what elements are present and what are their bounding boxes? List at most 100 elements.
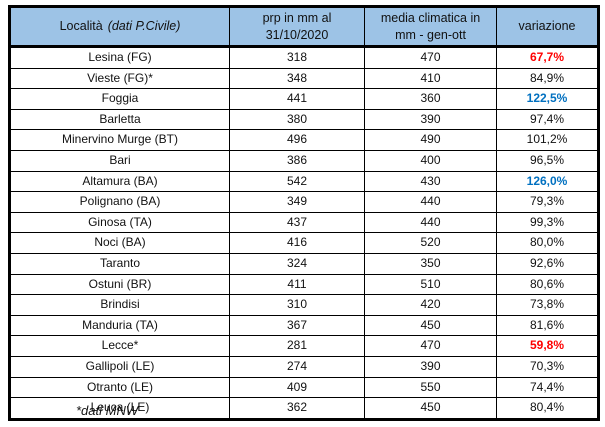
cell-localita: Manduria (TA) xyxy=(9,314,230,337)
cell-media: 390 xyxy=(364,355,497,378)
cell-localita: Foggia xyxy=(9,88,230,110)
cell-variazione: 81,6% xyxy=(496,314,599,337)
cell-variazione: 122,5% xyxy=(496,88,599,110)
cell-media: 520 xyxy=(364,232,497,254)
table-row: Foggia 441 360 122,5% xyxy=(9,88,599,110)
cell-prp: 362 xyxy=(229,397,365,420)
cell-prp: 411 xyxy=(229,273,365,296)
header-row: Località (dati P.Civile) prp in mm al 31/1… xyxy=(9,6,599,48)
header-prp: prp in mm al 31/10/2020 xyxy=(229,6,365,48)
table-row: Manduria (TA) 367 450 81,6% xyxy=(9,314,599,337)
cell-localita: Barletta xyxy=(9,108,230,131)
cell-media: 350 xyxy=(364,252,497,275)
cell-media: 450 xyxy=(364,314,497,337)
table-row: Taranto 324 350 92,6% xyxy=(9,252,599,275)
cell-media: 550 xyxy=(364,376,497,399)
cell-prp: 416 xyxy=(229,232,365,254)
cell-media: 390 xyxy=(364,108,497,131)
cell-prp: 380 xyxy=(229,108,365,131)
header-variazione: variazione xyxy=(496,6,599,48)
cell-localita: Lesina (FG) xyxy=(9,46,230,69)
table-row: Polignano (BA) 349 440 79,3% xyxy=(9,191,599,213)
cell-localita: Vieste (FG)* xyxy=(9,67,230,90)
table-row: Lesina (FG) 318 470 67,7% xyxy=(9,46,599,69)
cell-variazione: 99,3% xyxy=(496,211,599,234)
cell-prp: 318 xyxy=(229,46,365,69)
cell-variazione: 79,3% xyxy=(496,191,599,213)
table-row: Noci (BA) 416 520 80,0% xyxy=(9,232,599,254)
table-header: Località (dati P.Civile) prp in mm al 31/1… xyxy=(9,6,599,48)
cell-variazione: 74,4% xyxy=(496,376,599,399)
table-row: Brindisi 310 420 73,8% xyxy=(9,294,599,316)
cell-variazione: 80,0% xyxy=(496,232,599,254)
table-row: Vieste (FG)* 348 410 84,9% xyxy=(9,67,599,90)
table-row: Altamura (BA) 542 430 126,0% xyxy=(9,170,599,193)
cell-prp: 310 xyxy=(229,294,365,316)
cell-variazione: 73,8% xyxy=(496,294,599,316)
cell-variazione: 97,4% xyxy=(496,108,599,131)
header-prp-line2: 31/10/2020 xyxy=(265,27,329,42)
cell-prp: 437 xyxy=(229,211,365,234)
cell-media: 430 xyxy=(364,170,497,193)
table-row: Ostuni (BR) 411 510 80,6% xyxy=(9,273,599,296)
table-row: Barletta 380 390 97,4% xyxy=(9,108,599,131)
cell-localita: Otranto (LE) xyxy=(9,376,230,399)
cell-variazione: 96,5% xyxy=(496,149,599,172)
cell-media: 450 xyxy=(364,397,497,420)
table-row: Minervino Murge (BT) 496 490 101,2% xyxy=(9,129,599,151)
cell-media: 410 xyxy=(364,67,497,90)
header-media: media climatica in mm - gen-ott xyxy=(364,6,497,48)
cell-localita: Bari xyxy=(9,149,230,172)
cell-media: 510 xyxy=(364,273,497,296)
header-prp-line1: prp in mm al xyxy=(262,10,332,25)
cell-localita: Polignano (BA) xyxy=(9,191,230,213)
cell-prp: 496 xyxy=(229,129,365,151)
cell-variazione: 126,0% xyxy=(496,170,599,193)
cell-localita: Gallipoli (LE) xyxy=(9,355,230,378)
cell-media: 440 xyxy=(364,211,497,234)
cell-variazione: 101,2% xyxy=(496,129,599,151)
cell-prp: 349 xyxy=(229,191,365,213)
cell-prp: 324 xyxy=(229,252,365,275)
cell-media: 470 xyxy=(364,335,497,357)
table-body: Lesina (FG) 318 470 67,7% Vieste (FG)* 3… xyxy=(9,46,599,420)
cell-localita: Noci (BA) xyxy=(9,232,230,254)
cell-localita: Leuca (LE) xyxy=(9,397,230,420)
cell-prp: 367 xyxy=(229,314,365,337)
footnote: *dati MNW xyxy=(76,403,139,418)
cell-media: 400 xyxy=(364,149,497,172)
cell-variazione: 80,4% xyxy=(496,397,599,420)
cell-localita: Taranto xyxy=(9,252,230,275)
cell-variazione: 59,8% xyxy=(496,335,599,357)
cell-variazione: 67,7% xyxy=(496,46,599,69)
cell-localita: Lecce* xyxy=(9,335,230,357)
cell-prp: 441 xyxy=(229,88,365,110)
cell-media: 440 xyxy=(364,191,497,213)
cell-media: 490 xyxy=(364,129,497,151)
cell-localita: Altamura (BA) xyxy=(9,170,230,193)
cell-prp: 281 xyxy=(229,335,365,357)
header-localita: Località (dati P.Civile) xyxy=(9,6,230,48)
cell-prp: 386 xyxy=(229,149,365,172)
cell-localita: Ginosa (TA) xyxy=(9,211,230,234)
cell-media: 420 xyxy=(364,294,497,316)
cell-prp: 409 xyxy=(229,376,365,399)
cell-prp: 348 xyxy=(229,67,365,90)
table-row: Ginosa (TA) 437 440 99,3% xyxy=(9,211,599,234)
header-localita-label: Località xyxy=(59,19,103,34)
cell-localita: Minervino Murge (BT) xyxy=(9,129,230,151)
cell-media: 470 xyxy=(364,46,497,69)
table-row: Otranto (LE) 409 550 74,4% xyxy=(9,376,599,399)
cell-localita: Brindisi xyxy=(9,294,230,316)
cell-variazione: 70,3% xyxy=(496,355,599,378)
header-localita-note: (dati P.Civile) xyxy=(107,19,181,34)
cell-prp: 274 xyxy=(229,355,365,378)
header-media-line1: media climatica in xyxy=(380,10,481,25)
table-row: Lecce* 281 470 59,8% xyxy=(9,335,599,357)
cell-media: 360 xyxy=(364,88,497,110)
cell-prp: 542 xyxy=(229,170,365,193)
cell-variazione: 84,9% xyxy=(496,67,599,90)
cell-localita: Ostuni (BR) xyxy=(9,273,230,296)
cell-variazione: 80,6% xyxy=(496,273,599,296)
